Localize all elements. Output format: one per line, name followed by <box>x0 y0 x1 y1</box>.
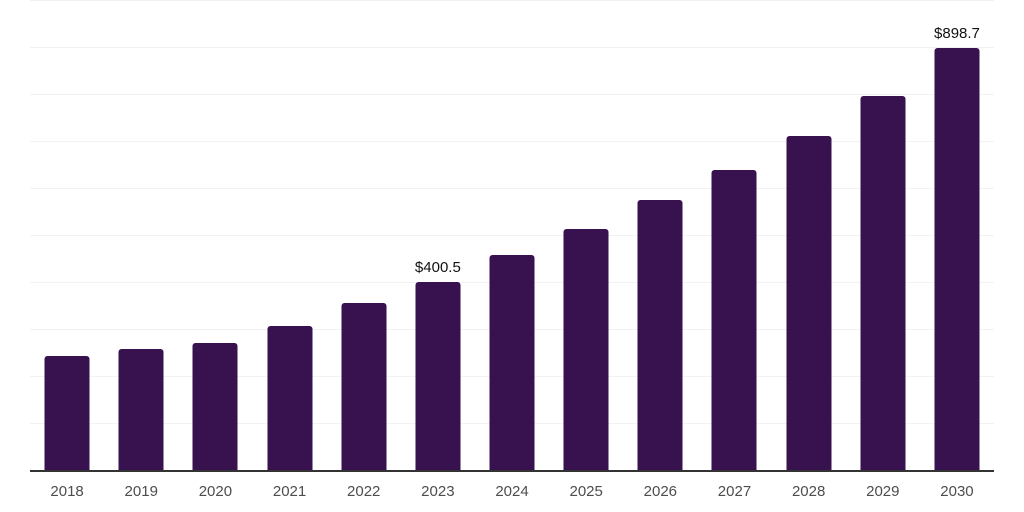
bar-slots: $400.5 $898.7 <box>30 0 994 470</box>
x-axis: 2018 2019 2020 2021 2022 2023 2024 2025 2026 2027… <box>30 481 994 503</box>
bar-slot: $898.7 <box>920 0 994 470</box>
bar-slot <box>327 0 401 470</box>
bar-2020 <box>192 342 238 470</box>
bar-2018 <box>44 355 90 470</box>
x-axis-label-2027: 2027 <box>717 483 752 500</box>
gridline <box>30 140 994 142</box>
bar-slot <box>549 0 623 470</box>
bar-2029 <box>860 95 906 470</box>
bar-slot <box>178 0 252 470</box>
x-axis-label-2029: 2029 <box>866 483 900 500</box>
x-axis-label-2024: 2024 <box>495 483 529 500</box>
bar-2023 <box>415 281 461 470</box>
x-axis-label-2018: 2018 <box>50 483 84 500</box>
bar-value-label: $400.5 <box>414 258 461 276</box>
bar-2024 <box>489 255 535 470</box>
bar-slot <box>252 0 326 470</box>
bar-2028 <box>786 135 832 470</box>
bar-slot <box>697 0 771 470</box>
gridline <box>30 234 994 236</box>
gridline <box>30 93 994 95</box>
x-axis-label-2021: 2021 <box>272 483 307 500</box>
bar-value-label: $898.7 <box>934 24 980 42</box>
bar-2022 <box>341 303 387 470</box>
plot-area: $400.5 $898.7 <box>30 0 994 472</box>
bar-slot <box>772 0 846 470</box>
x-axis-label-2026: 2026 <box>643 483 678 500</box>
x-axis-label-2025: 2025 <box>569 483 603 500</box>
bar-2019 <box>118 348 164 470</box>
x-axis-label-2020: 2020 <box>198 483 233 500</box>
bar-2027 <box>711 170 757 470</box>
gridline <box>30 187 994 189</box>
bar-slot <box>475 0 549 470</box>
x-axis-label-2019: 2019 <box>124 483 158 500</box>
bar-slot <box>30 0 104 470</box>
x-axis-label-2028: 2028 <box>791 483 826 500</box>
bar-2021 <box>267 326 313 470</box>
x-axis-label-2022: 2022 <box>347 483 381 500</box>
bar-slot: $400.5 <box>401 0 475 470</box>
bar-2030 <box>934 47 980 470</box>
bar-2025 <box>563 228 609 470</box>
x-axis-label-2030: 2030 <box>940 483 974 500</box>
gridline <box>30 0 994 1</box>
gridline <box>30 46 994 48</box>
bar-slot <box>846 0 920 470</box>
bar-slot <box>623 0 697 470</box>
bar-2026 <box>637 199 683 470</box>
x-axis-label-2023: 2023 <box>421 483 455 500</box>
bar-slot <box>104 0 178 470</box>
